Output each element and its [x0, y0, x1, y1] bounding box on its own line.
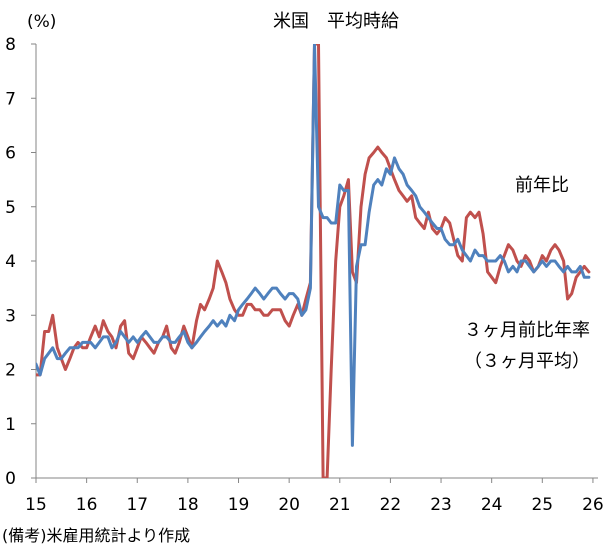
series-line-yoy	[36, 44, 591, 447]
x-tick-label: 15	[25, 495, 47, 515]
legend-label-yoy: 前年比	[515, 175, 569, 196]
x-tick-label: 22	[380, 495, 402, 515]
x-tick-label: 25	[531, 495, 553, 515]
x-tick-label: 26	[582, 495, 604, 515]
y-unit-label: (%)	[27, 12, 56, 32]
legend-label-3m-annualized: （３ヶ月平均）	[464, 351, 590, 372]
legend-label-3m-annualized: ３ヶ月前比年率	[464, 320, 590, 341]
x-tick-label: 19	[228, 495, 250, 515]
series-layer	[36, 44, 591, 478]
y-tick-label: 8	[5, 35, 16, 55]
y-tick-label: 4	[5, 252, 16, 272]
x-tick-label: 24	[481, 495, 503, 515]
x-tick-label: 21	[329, 495, 351, 515]
x-tick-label: 16	[76, 495, 98, 515]
chart-title: 米国 平均時給	[273, 11, 399, 32]
x-tick-label: 20	[278, 495, 300, 515]
x-tick-label: 17	[126, 495, 148, 515]
y-tick-label: 0	[5, 469, 16, 489]
y-tick-label: 6	[5, 144, 16, 164]
y-tick-label: 1	[5, 415, 16, 435]
legend-layer: 前年比 ３ヶ月前比年率 （３ヶ月平均）	[464, 175, 590, 372]
x-tick-label: 23	[430, 495, 452, 515]
y-tick-label: 2	[5, 361, 16, 381]
source-note: (備考)米雇用統計より作成	[2, 526, 190, 545]
y-tick-label: 5	[5, 198, 16, 218]
x-tick-label: 18	[177, 495, 199, 515]
y-tick-label: 7	[5, 89, 16, 109]
y-tick-label: 3	[5, 306, 16, 326]
